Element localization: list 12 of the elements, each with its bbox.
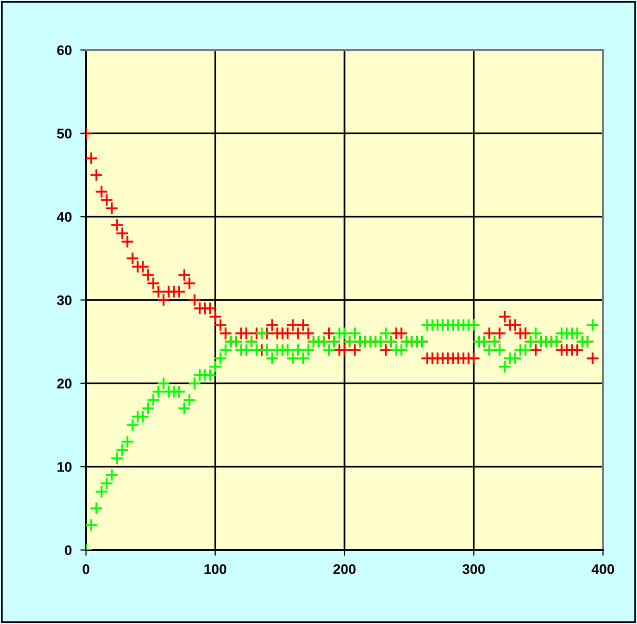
x-tick-label: 0 <box>82 564 90 574</box>
y-tick-label: 20 <box>57 378 72 389</box>
y-tick-label: 40 <box>56 212 72 222</box>
x-tick-label: 400 <box>592 564 614 574</box>
x-tick-label: 100 <box>204 564 226 574</box>
y-tick-label: 50 <box>57 128 72 139</box>
y-tick-label: 30 <box>56 295 72 306</box>
x-tick-label: 200 <box>333 564 356 574</box>
y-tick-label: 0 <box>64 545 72 556</box>
y-tick-label: 60 <box>57 45 72 56</box>
y-tick-label: 10 <box>58 462 72 472</box>
x-tick-label: 300 <box>462 564 485 574</box>
